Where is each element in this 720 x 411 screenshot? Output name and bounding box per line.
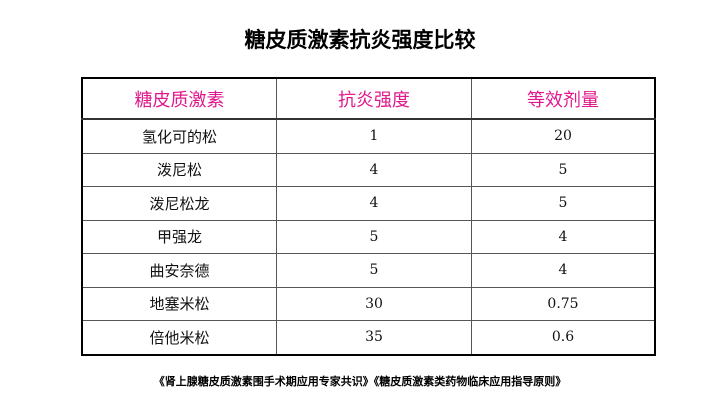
header-drug: 糖皮质激素 (81, 77, 277, 120)
table-row: 曲安奈德 5 4 (81, 253, 656, 288)
drug-name-cell: 曲安奈德 (81, 253, 277, 288)
potency-cell: 5 (276, 219, 472, 254)
table-header-row: 糖皮质激素 抗炎强度 等效剂量 (81, 77, 656, 120)
table-row: 氢化可的松 1 20 (81, 118, 656, 154)
dose-cell: 0.6 (471, 320, 656, 355)
dose-cell: 5 (471, 152, 656, 187)
potency-cell: 1 (276, 118, 472, 154)
drug-name-cell: 氢化可的松 (81, 118, 277, 154)
potency-cell: 4 (276, 186, 472, 221)
drug-name-cell: 甲强龙 (81, 219, 277, 254)
potency-cell: 35 (276, 320, 472, 355)
potency-cell: 5 (276, 253, 472, 288)
table-row: 泼尼松 4 5 (81, 152, 656, 187)
dose-cell: 5 (471, 186, 656, 221)
drug-name-cell: 倍他米松 (81, 320, 277, 355)
table-row: 地塞米松 30 0.75 (81, 286, 656, 321)
potency-cell: 30 (276, 286, 472, 321)
drug-name-cell: 地塞米松 (81, 286, 277, 321)
source-citation: 《肾上腺糖皮质激素围手术期应用专家共识》《糖皮质激素类药物临床应用指导原则》 (153, 375, 567, 388)
dose-cell: 0.75 (471, 286, 656, 321)
corticosteroid-table: 糖皮质激素 抗炎强度 等效剂量 氢化可的松 1 20 泼尼松 4 5 泼尼松龙 4 5 甲强龙 5 4… (81, 77, 656, 356)
header-potency: 抗炎强度 (276, 77, 472, 120)
header-dose: 等效剂量 (471, 77, 656, 120)
dose-cell: 4 (471, 253, 656, 288)
potency-cell: 4 (276, 152, 472, 187)
drug-name-cell: 泼尼松龙 (81, 186, 277, 221)
dose-cell: 20 (471, 118, 656, 154)
table-row: 倍他米松 35 0.6 (81, 320, 656, 355)
dose-cell: 4 (471, 219, 656, 254)
table-row: 泼尼松龙 4 5 (81, 186, 656, 221)
drug-name-cell: 泼尼松 (81, 152, 277, 187)
slide-title: 糖皮质激素抗炎强度比较 (244, 28, 476, 52)
table-row: 甲强龙 5 4 (81, 219, 656, 254)
